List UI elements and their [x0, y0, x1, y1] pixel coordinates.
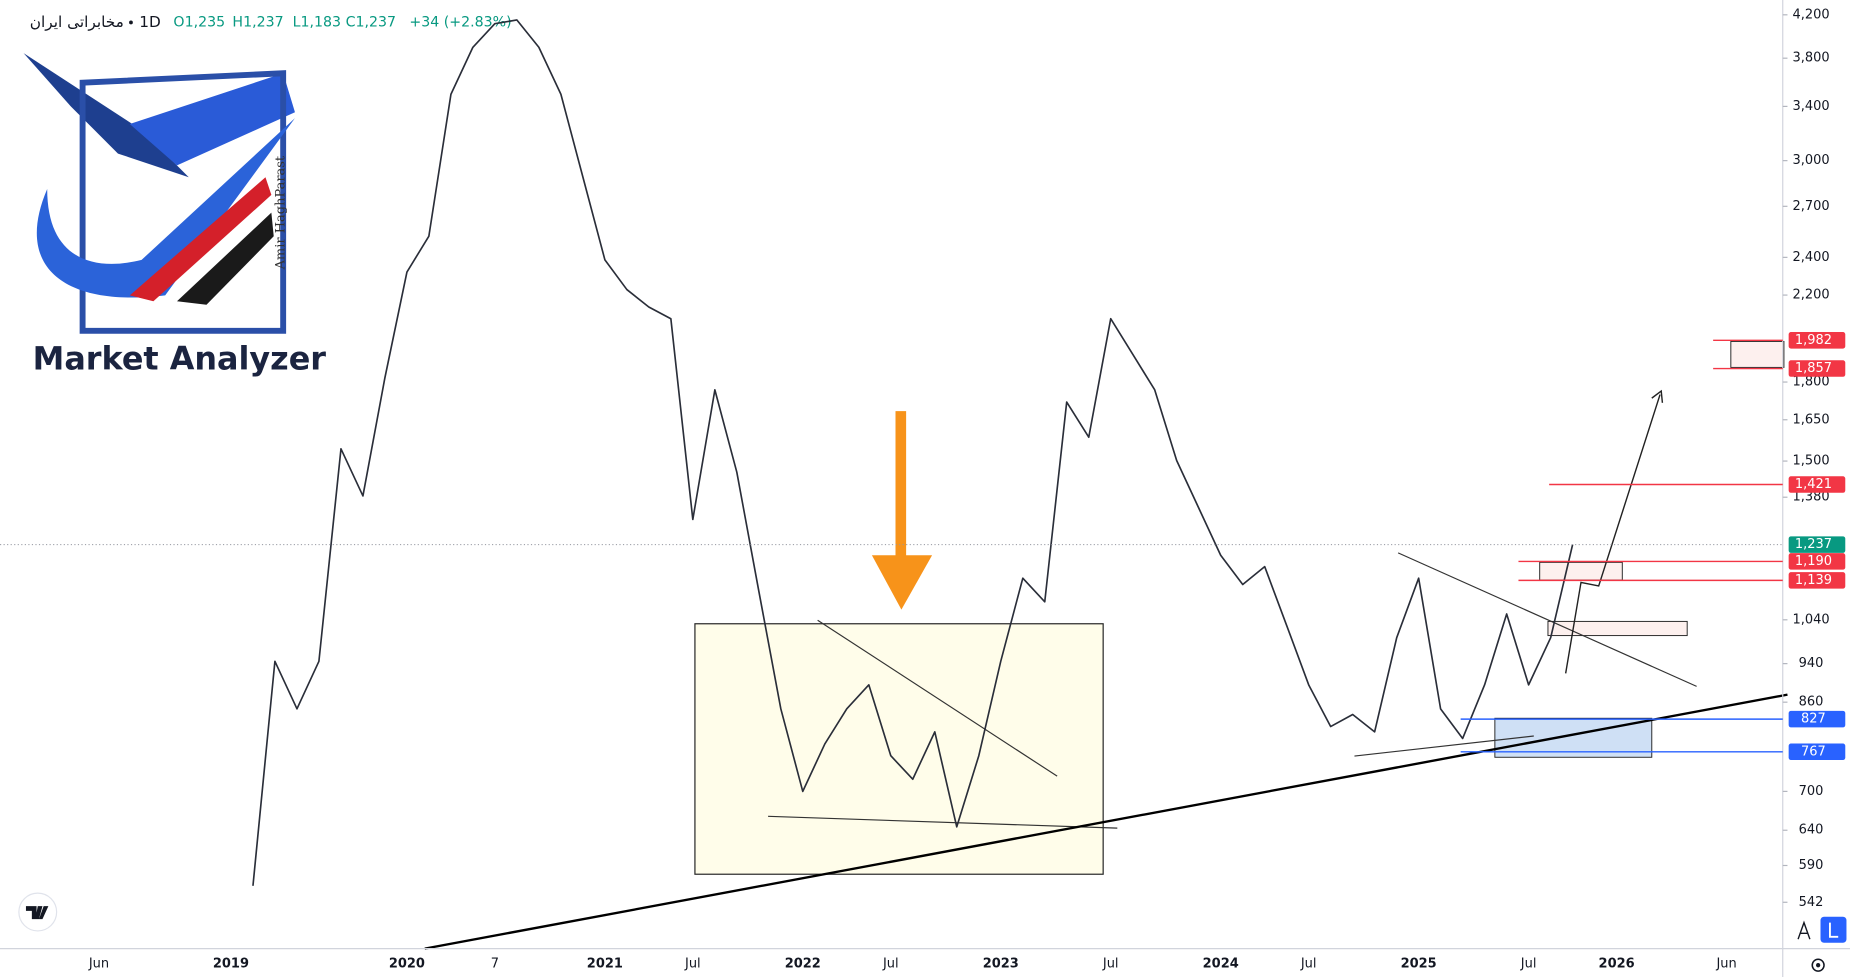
price-level-label: 827 — [1801, 712, 1826, 727]
price-level-label: 1,857 — [1795, 361, 1832, 376]
price-level-tag — [1788, 360, 1846, 377]
price-level-tag — [1788, 743, 1846, 761]
projection-path — [1564, 394, 1661, 674]
x-tick-label: 2025 — [1401, 956, 1437, 971]
y-tick-label: 940 — [1799, 656, 1824, 671]
ohlc-open: O1,235 — [173, 14, 225, 30]
y-tick-label: 3,000 — [1793, 153, 1830, 168]
ohlc-high: H1,237 — [232, 14, 283, 30]
x-tick-label: Jul — [1300, 956, 1317, 971]
resistance-box — [1539, 561, 1623, 581]
y-tick-label: 1,800 — [1793, 375, 1830, 390]
auto-scale-icon — [1797, 920, 1811, 940]
logo-wing — [129, 73, 295, 166]
x-tick-label: Jun — [1715, 956, 1736, 971]
x-tick-label: 2019 — [213, 956, 249, 971]
price-level-label: 1,421 — [1795, 477, 1832, 492]
x-tick-label: 2022 — [785, 956, 821, 971]
price-level-tag — [1788, 476, 1846, 493]
logo-title: Market Analyzer — [33, 339, 327, 377]
y-tick-label: 2,200 — [1793, 288, 1830, 303]
target-box — [1730, 340, 1785, 368]
y-tick-label: 1,380 — [1793, 490, 1830, 505]
logo-stripe — [129, 177, 272, 302]
y-tick-label: 542 — [1799, 895, 1824, 910]
y-tick-label: 640 — [1799, 823, 1824, 838]
y-tick-label: 1,040 — [1793, 612, 1830, 627]
price-level-tag — [1788, 536, 1846, 553]
separator-dot — [129, 20, 133, 25]
price-level-tag — [1788, 553, 1846, 570]
x-tick-label: 2020 — [389, 956, 425, 971]
ohlc-low: L1,183 — [293, 14, 341, 30]
x-tick-label: Jun — [88, 956, 109, 971]
y-tick-label: 590 — [1799, 858, 1824, 873]
log-scale-icon — [1828, 922, 1839, 938]
y-tick-label: 2,700 — [1793, 199, 1830, 214]
trend-line — [1397, 552, 1697, 687]
log-scale-button[interactable] — [1820, 916, 1847, 943]
logo-stripe — [176, 212, 274, 305]
price-level-label: 767 — [1801, 744, 1826, 759]
tv-logo[interactable] — [18, 892, 58, 932]
y-tick-label: 3,400 — [1793, 99, 1830, 114]
price-level-label: 1,237 — [1795, 537, 1832, 552]
price-level-tag — [1788, 572, 1846, 589]
breakout-box — [1547, 620, 1688, 637]
arrow-head — [1651, 389, 1664, 403]
header: مخابراتی ایران 1D O1,235 H1,237 L1,183 C… — [30, 13, 512, 31]
trend-line — [817, 619, 1058, 777]
logo: Market Analyzer Amir HaghParast — [23, 53, 327, 377]
arrow-head — [871, 555, 933, 610]
price-level-tag — [1788, 332, 1846, 349]
y-tick-label: 4,200 — [1793, 7, 1830, 22]
long-trend-line — [424, 693, 1788, 950]
y-tick-label: 700 — [1799, 784, 1824, 799]
interval: 1D — [139, 13, 161, 31]
price-level-label: 1,190 — [1795, 554, 1832, 569]
ohlc-close: C1,237 — [346, 14, 396, 30]
y-tick-label: 2,400 — [1793, 250, 1830, 265]
x-tick-label: 2026 — [1599, 956, 1635, 971]
x-tick-label: 2021 — [587, 956, 623, 971]
y-tick-label: 860 — [1799, 695, 1824, 710]
symbol-name: مخابراتی ایران — [30, 13, 124, 31]
y-tick-label: 1,650 — [1793, 412, 1830, 427]
trend-line — [768, 815, 1118, 829]
price-level-label: 1,982 — [1795, 333, 1832, 348]
x-tick-label: 2023 — [983, 956, 1019, 971]
price-level-tag — [1788, 710, 1846, 728]
price-level-label: 1,139 — [1795, 573, 1832, 588]
trend-line — [1354, 735, 1534, 757]
settings-button[interactable] — [1811, 958, 1825, 972]
logo-author: Amir HaghParast — [273, 155, 288, 270]
price-line — [252, 19, 1574, 886]
x-tick-label: 7 — [491, 956, 499, 971]
logo-frame — [79, 70, 287, 334]
x-tick-label: Jul — [882, 956, 899, 971]
x-tick-label: Jul — [1520, 956, 1537, 971]
drawings — [424, 340, 1788, 950]
x-tick-label: 2024 — [1203, 956, 1239, 971]
logo-wing — [23, 53, 189, 178]
x-tick-label: Jul — [1102, 956, 1119, 971]
logo-swoosh — [36, 118, 295, 298]
change: +34 (+2.83%) — [409, 14, 511, 30]
pattern-box — [694, 623, 1104, 875]
x-tick-label: Jul — [684, 956, 701, 971]
tv-logo-mark — [25, 906, 49, 920]
y-tick-label: 1,500 — [1793, 454, 1830, 469]
y-tick-label: 3,800 — [1793, 51, 1830, 66]
settings-icon — [1816, 963, 1821, 968]
arrow-shaft — [895, 411, 907, 558]
